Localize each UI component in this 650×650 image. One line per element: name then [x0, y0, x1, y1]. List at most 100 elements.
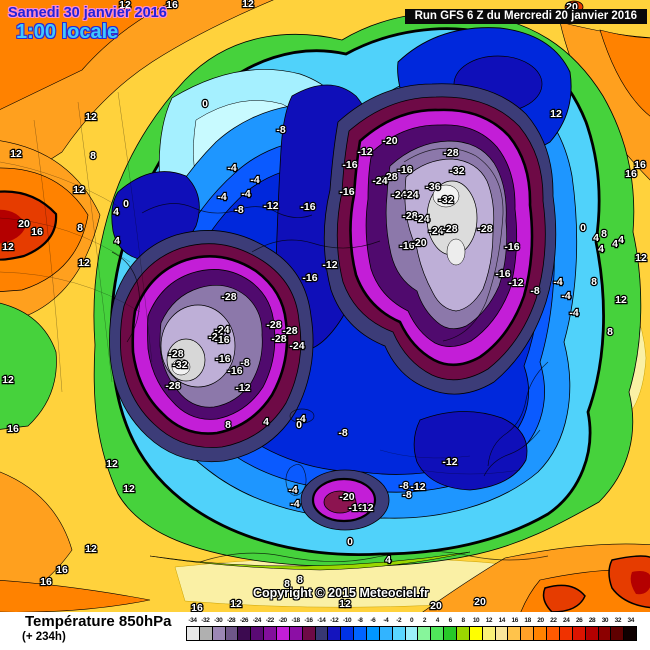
- temperature-label: -16: [215, 353, 230, 365]
- weather-map: 12 16 12 20 0 -8 -4 -4 -16 -4 -4 -8 -12 -16 0 4 4 12 12 8 12…: [0, 0, 650, 612]
- temperature-label: 0: [202, 98, 208, 110]
- colorbar-cell: [559, 627, 573, 640]
- temperature-label: -8: [234, 204, 243, 216]
- temperature-label: 16: [634, 159, 646, 171]
- colorbar-tick: 14: [498, 617, 506, 624]
- colorbar-cell: [521, 627, 535, 640]
- colorbar-tick: 20: [537, 617, 544, 624]
- temperature-label: -24: [403, 189, 418, 201]
- temperature-label: -4: [553, 276, 562, 288]
- temperature-label: -16: [504, 241, 519, 253]
- colorbar-tick: -14: [317, 617, 326, 624]
- temperature-label: 8: [77, 222, 83, 234]
- colorbar-cell: [264, 627, 278, 640]
- colorbar-cell: [392, 627, 406, 640]
- colorbar-tick: -12: [330, 617, 339, 624]
- temperature-label: 12: [85, 111, 97, 123]
- temperature-label: -36: [425, 181, 440, 193]
- temperature-label: 12: [106, 458, 118, 470]
- temperature-label: 0: [580, 222, 586, 234]
- colorbar-cell: [598, 627, 612, 640]
- temperature-label: -12: [508, 277, 523, 289]
- temperature-label: -8: [240, 357, 249, 369]
- temperature-label: 12: [78, 257, 90, 269]
- forecast-hour-label: (+ 234h): [22, 631, 66, 643]
- temperature-label: -24: [414, 213, 429, 225]
- temperature-label: 4: [263, 416, 269, 428]
- colorbar-cell: [457, 627, 470, 640]
- colorbar-tick: 0: [409, 617, 414, 624]
- temperature-label: -8: [530, 285, 539, 297]
- temperature-label: 20: [18, 218, 30, 230]
- temperature-label: -32: [449, 165, 464, 177]
- temperature-label: -16: [300, 201, 315, 213]
- colorbar-cell: [328, 627, 342, 640]
- temperature-label: 8: [607, 326, 613, 338]
- temperature-label: 16: [40, 576, 52, 588]
- colorbar-tick-labels: -34 -32 -30 -28 -26 -24 -22 -20 -18 -16 -14 -12 -10-…: [186, 616, 637, 625]
- temperature-label: 8: [601, 228, 607, 240]
- temperature-label: -4: [250, 174, 259, 186]
- temperature-label: -8: [338, 427, 347, 439]
- colorbar-cells: [186, 626, 637, 641]
- temperature-label: -12: [263, 200, 278, 212]
- temperature-label: -20: [411, 237, 426, 249]
- colorbar-tick: -6: [370, 617, 376, 624]
- temperature-colorbar: -34 -32 -30 -28 -26 -24 -22 -20 -18 -16 -14 -12 -10-…: [186, 616, 637, 641]
- colorbar-tick: 22: [550, 617, 557, 624]
- temperature-label: -24: [289, 340, 304, 352]
- temperature-label: 12: [550, 108, 562, 120]
- temperature-label: 0: [347, 536, 353, 548]
- chart-title: Température 850hPa: [25, 613, 172, 630]
- temperature-label: -12: [322, 259, 337, 271]
- colorbar-tick: -32: [201, 617, 210, 624]
- temperature-label: -28: [402, 210, 417, 222]
- colorbar-cell: [624, 627, 637, 640]
- colorbar-tick: 18: [524, 617, 531, 624]
- border-grid: [0, 91, 521, 475]
- temperature-label: -8: [399, 480, 408, 492]
- temperature-label: -16: [339, 186, 354, 198]
- temperature-label: 12: [119, 0, 131, 11]
- colorbar-tick: 32: [614, 617, 622, 624]
- temperature-label: -16: [342, 159, 357, 171]
- colorbar-cell: [367, 627, 380, 640]
- colorbar-cell: [315, 627, 329, 640]
- temperature-label: 8: [284, 578, 290, 590]
- temperature-label: 4: [618, 234, 624, 246]
- colorbar-cell: [585, 627, 599, 640]
- colorbar-cell: [482, 627, 496, 640]
- colorbar-cell: [405, 627, 419, 640]
- temperature-label: -28: [382, 171, 397, 183]
- colorbar-tick: 34: [627, 617, 635, 624]
- colorbar-tick: 8: [461, 617, 466, 624]
- temperature-label: -8: [276, 124, 285, 136]
- temperature-label: -28: [282, 325, 297, 337]
- temperature-label: 12: [635, 252, 647, 264]
- temperature-label: -24: [214, 324, 229, 336]
- colorbar-cell: [302, 627, 316, 640]
- temperature-label: 12: [73, 184, 85, 196]
- colorbar-tick: -26: [239, 617, 249, 624]
- colorbar-tick: -20: [278, 617, 288, 624]
- temperature-label: -12: [410, 481, 425, 493]
- temperature-label: 16: [31, 226, 43, 238]
- colorbar-tick: -8: [357, 617, 363, 624]
- colorbar-cell: [251, 627, 265, 640]
- temperature-label: -28: [477, 223, 492, 235]
- colorbar-cell: [199, 627, 213, 640]
- temperature-label: 12: [123, 483, 135, 495]
- temperature-label: -28: [271, 333, 286, 345]
- temperature-label: -12: [357, 146, 372, 158]
- colorbar-cell: [444, 627, 458, 640]
- temperature-label: -20: [339, 491, 354, 503]
- temperature-label: 0: [296, 419, 302, 431]
- model-run-info: Run GFS 6 Z du Mercredi 20 janvier 2016: [404, 9, 647, 24]
- temperature-label: 8: [297, 574, 303, 586]
- temperature-label: 4: [612, 238, 618, 250]
- temperature-label: 16: [166, 0, 178, 11]
- temperature-label: -12: [358, 502, 373, 514]
- temperature-label: 16: [191, 602, 203, 612]
- colorbar-tick: 28: [588, 617, 596, 624]
